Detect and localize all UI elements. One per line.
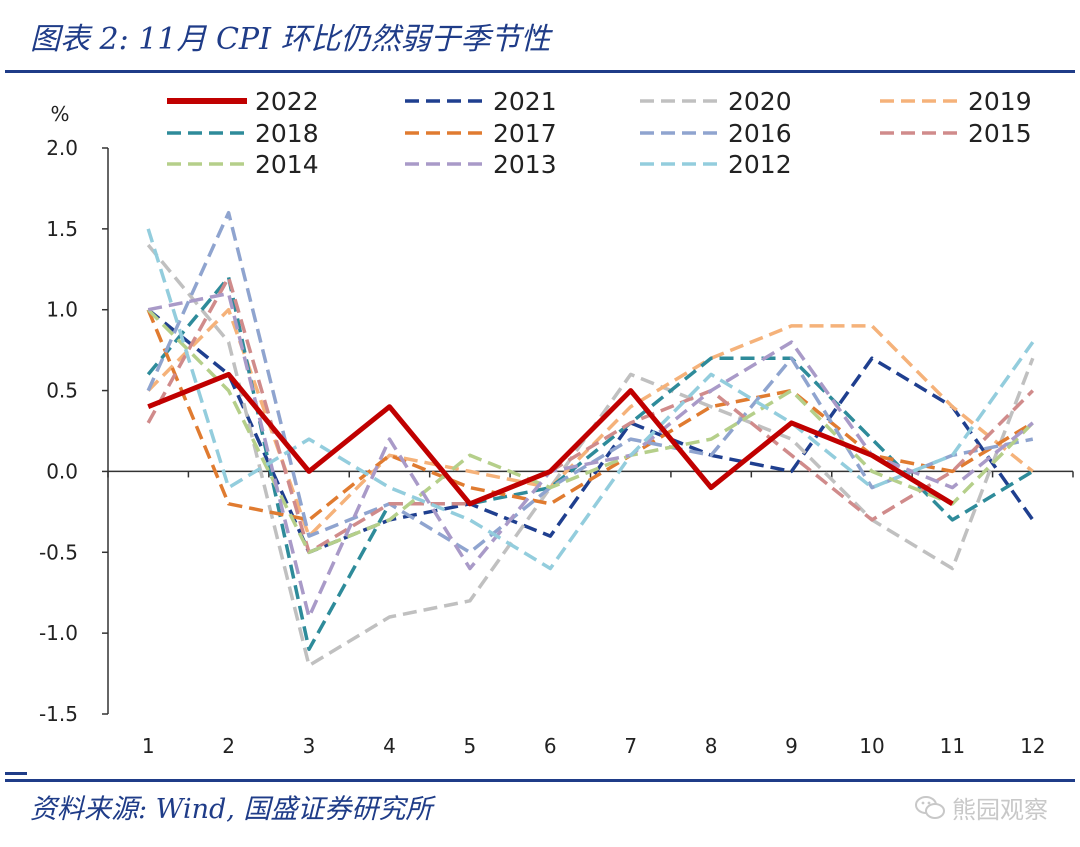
y-tick-label: -1.0: [39, 621, 78, 645]
cpi-line-chart: -1.5-1.0-0.50.00.51.01.52.0%1 2 3 4 5 6 7 8 9 10 1…: [39, 87, 1074, 758]
y-tick-label: -1.5: [39, 702, 78, 726]
watermark: 熊园观察: [914, 790, 1048, 825]
legend-label-2013: 2013: [493, 150, 557, 179]
y-tick-label: 0.5: [46, 379, 78, 403]
x-tick-label: 12: [1020, 734, 1045, 758]
y-tick-label: -0.5: [39, 540, 78, 564]
footer-rule: [5, 779, 1075, 782]
series-line-2012: [146, 228, 1035, 571]
x-tick-label: 2: [222, 734, 235, 758]
y-tick-label: 0.0: [46, 459, 78, 483]
x-tick-label: 11: [940, 734, 965, 758]
series-line-2017: [146, 309, 1034, 522]
y-tick-label: 2.0: [46, 136, 78, 160]
series-layer: [146, 210, 1035, 668]
legend-label-2020: 2020: [728, 87, 792, 116]
x-tick-label: 10: [859, 734, 884, 758]
x-tick-label: 4: [383, 734, 396, 758]
legend-label-2015: 2015: [968, 119, 1032, 148]
series-line-2018: [146, 275, 1034, 652]
legend-label-2018: 2018: [255, 119, 319, 148]
watermark-text: 熊园观察: [952, 796, 1048, 824]
x-tick-label: 7: [624, 734, 637, 758]
x-tick-label: 3: [303, 734, 316, 758]
x-tick-label: 6: [544, 734, 557, 758]
legend-label-2012: 2012: [728, 150, 792, 179]
legend-label-2016: 2016: [728, 119, 792, 148]
legend-label-2017: 2017: [493, 119, 557, 148]
legend-label-2019: 2019: [968, 87, 1032, 116]
series-line-2013: [147, 291, 1034, 619]
wechat-icon: [915, 795, 945, 819]
x-tick-label: 8: [705, 734, 718, 758]
y-tick-label: 1.5: [46, 217, 78, 241]
legend-label-2021: 2021: [493, 87, 557, 116]
legend-label-2014: 2014: [255, 150, 319, 179]
y-tick-label: 1.0: [46, 298, 78, 322]
legend-label-2022: 2022: [255, 87, 319, 116]
chart-title: 图表 2: 11月 CPI 环比仍然弱于季节性: [30, 22, 551, 57]
header-rule: [5, 70, 1075, 73]
series-line-2015: [146, 275, 1035, 555]
chart-axes: -1.5-1.0-0.50.00.51.01.52.0%1 2 3 4 5 6 7 8 9 10 1…: [39, 102, 1074, 758]
x-tick-label: 1: [142, 734, 155, 758]
footer-rule-cap: [5, 772, 27, 775]
source-note: 资料来源: Wind, 国盛证券研究所: [30, 794, 433, 825]
series-line-2014: [146, 308, 1035, 555]
chart-legend: 2022 2021 2020 2019 2018 2017 2016 2015 2014 2013…: [167, 87, 1032, 179]
x-tick-label: 9: [785, 734, 798, 758]
series-line-2022: [147, 371, 954, 507]
x-tick-label: 5: [464, 734, 477, 758]
y-axis-unit-label: %: [50, 102, 69, 126]
